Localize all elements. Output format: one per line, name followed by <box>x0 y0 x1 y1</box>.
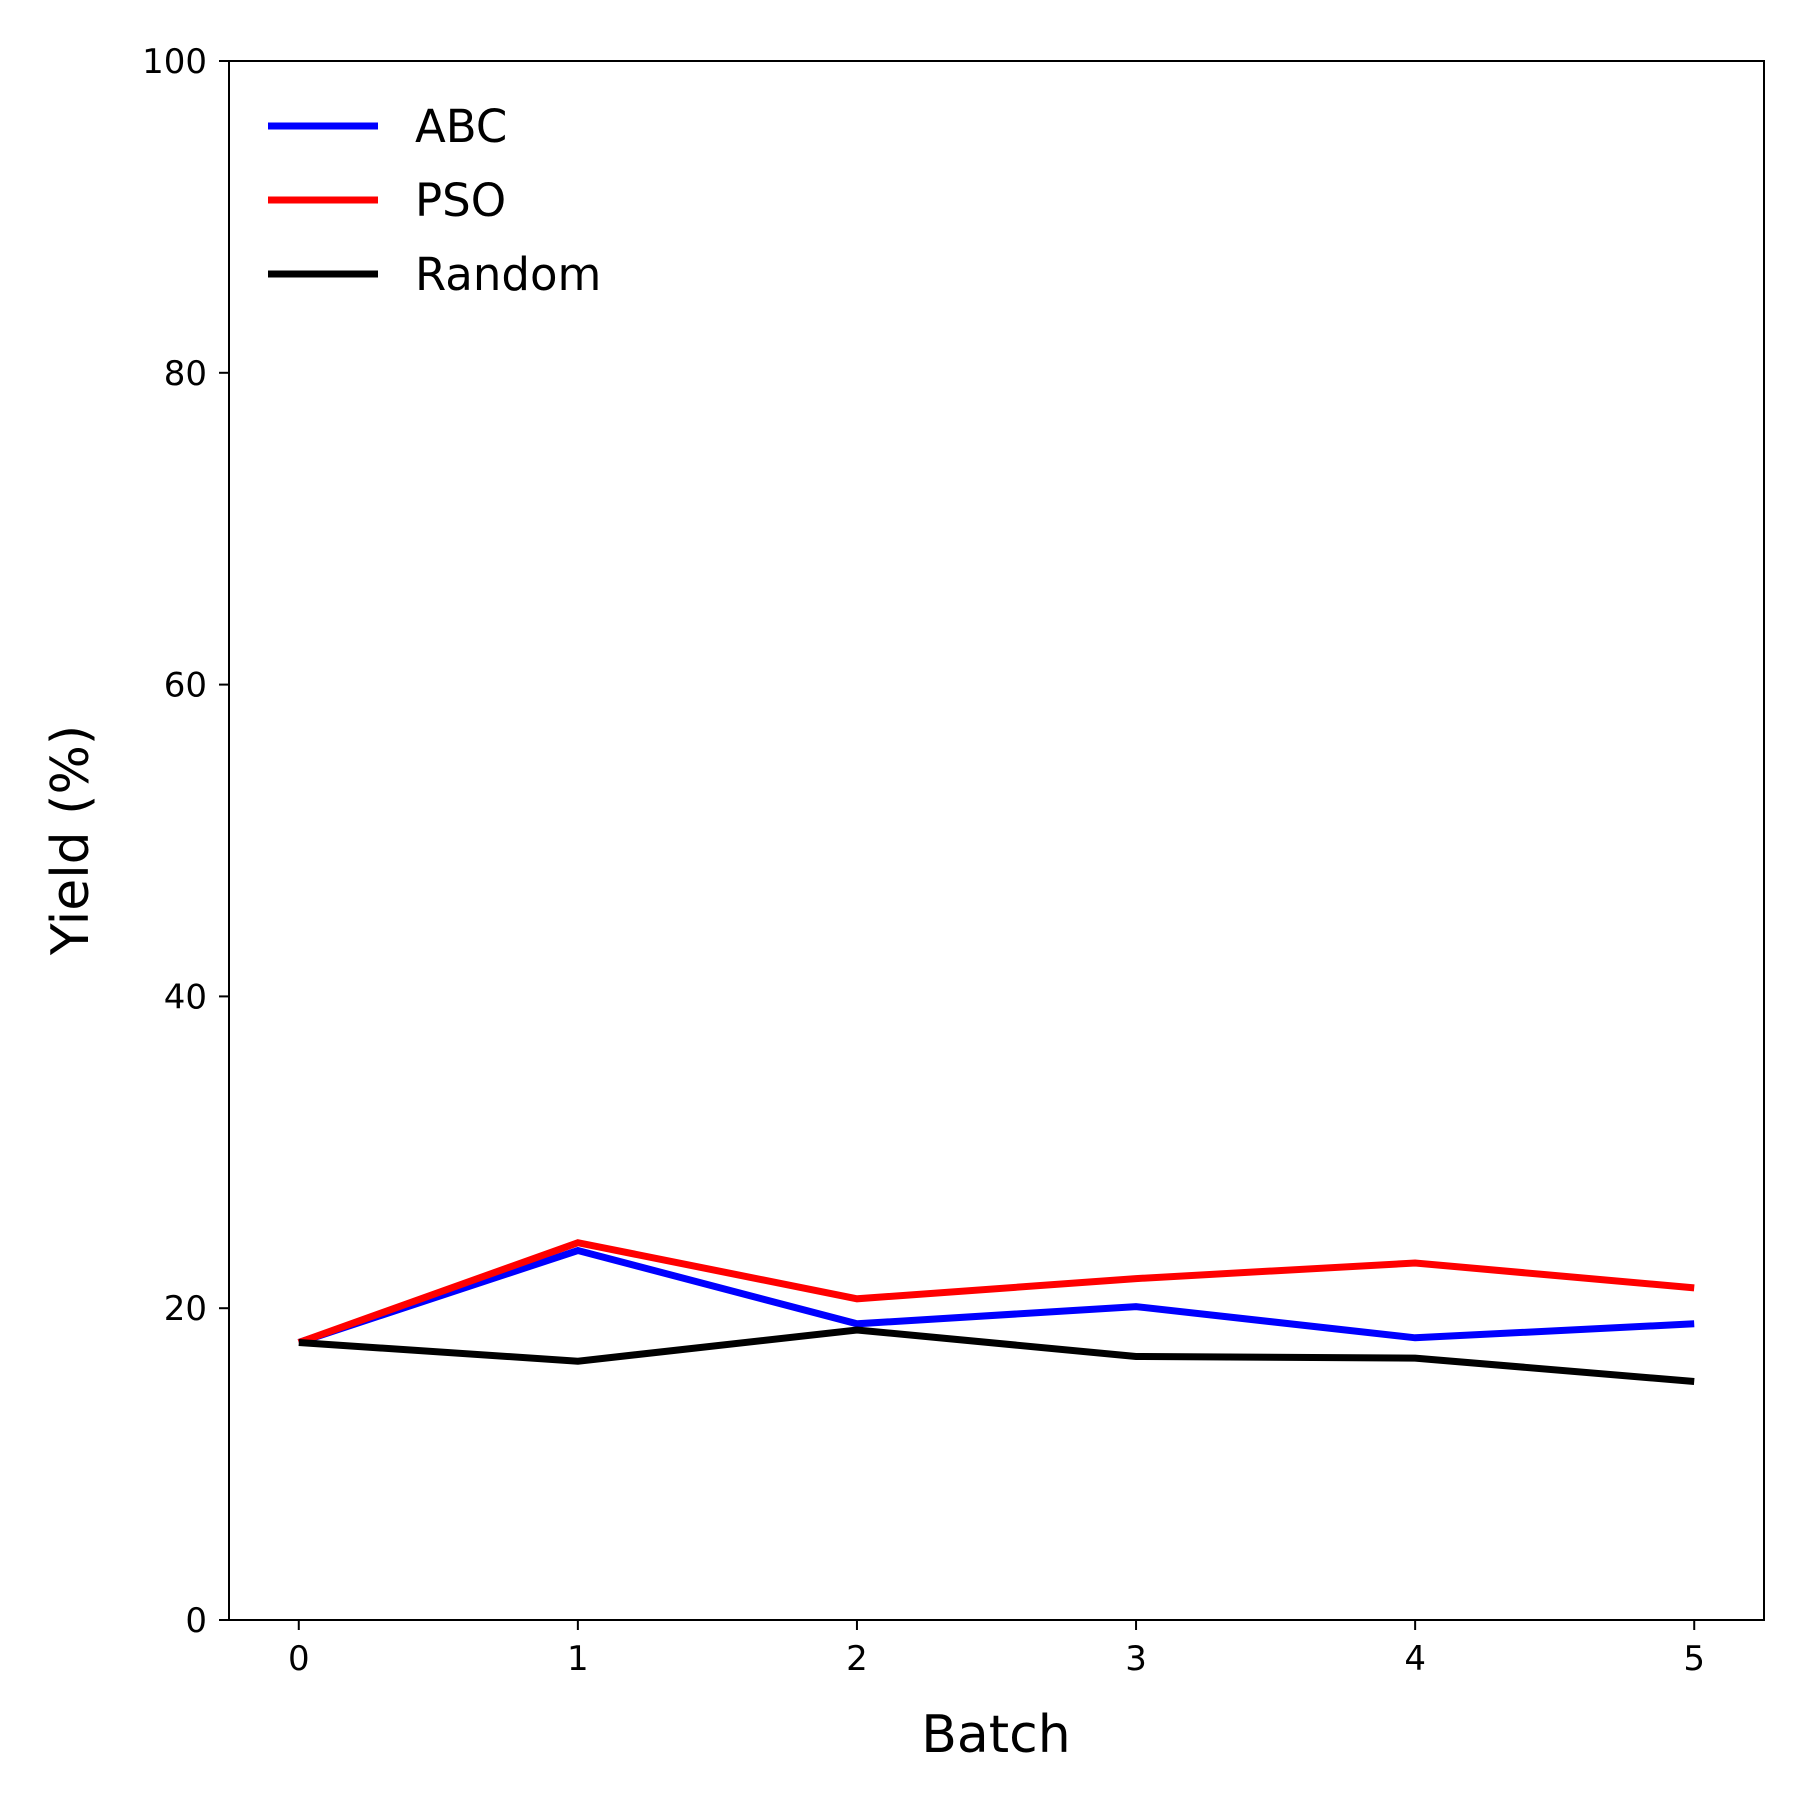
legend-label-abc: ABC <box>415 100 507 153</box>
y-tick-label: 0 <box>185 1601 207 1641</box>
y-axis-title: Yield (%) <box>41 725 101 956</box>
series-line-abc <box>297 1246 1695 1346</box>
x-axis: 0 1 2 3 4 5 <box>288 1620 1705 1679</box>
y-axis: 0 20 40 60 80 100 <box>142 42 229 1641</box>
legend-label-pso: PSO <box>415 174 506 227</box>
x-tick-label: 1 <box>567 1639 589 1679</box>
x-tick-label: 0 <box>288 1639 310 1679</box>
x-axis-title: Batch <box>921 1705 1070 1765</box>
y-tick-label: 40 <box>164 977 207 1017</box>
y-tick-label: 20 <box>164 1289 207 1329</box>
x-tick-label: 4 <box>1404 1639 1426 1679</box>
y-tick-label: 80 <box>164 354 207 394</box>
x-tick-label: 2 <box>846 1639 868 1679</box>
x-tick-label: 3 <box>1125 1639 1147 1679</box>
series-line-random <box>298 1326 1695 1385</box>
legend-label-random: Random <box>415 248 601 301</box>
y-tick-label: 100 <box>142 42 207 82</box>
series-line-pso <box>297 1239 1695 1346</box>
plot-frame <box>228 60 1765 1621</box>
y-tick-label: 60 <box>164 666 207 706</box>
series-layer <box>297 1239 1695 1385</box>
legend: ABC PSO Random <box>268 100 601 301</box>
x-tick-label: 5 <box>1683 1639 1705 1679</box>
